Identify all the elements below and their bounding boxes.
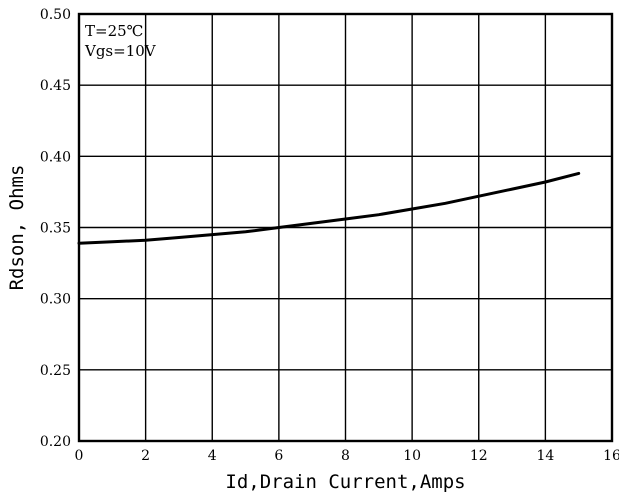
x-tick-label: 16: [603, 448, 619, 464]
x-tick-label: 6: [274, 448, 283, 464]
plot-frame: [77, 12, 614, 443]
x-tick-label: 2: [141, 448, 150, 464]
rdson-curve: [77, 171, 581, 245]
y-tick-label: 0.40: [40, 149, 71, 165]
y-tick-label: 0.45: [40, 78, 71, 94]
x-tick-labels: 0 2 4 6 8 10 12 14 16: [75, 448, 619, 464]
y-tick-label: 0.50: [40, 7, 71, 23]
y-tick-label: 0.25: [40, 363, 71, 379]
x-tick-label: 10: [403, 448, 421, 464]
y-tick-label: 0.30: [40, 292, 71, 308]
series: [77, 171, 581, 245]
x-axis-title: Id,Drain Current,Amps: [225, 471, 465, 493]
x-tick-label: 8: [341, 448, 350, 464]
x-tick-label: 12: [470, 448, 488, 464]
x-tick-label: 0: [75, 448, 84, 464]
y-tick-label: 0.20: [40, 434, 71, 450]
x-tick-label: 14: [536, 448, 554, 464]
y-tick-labels: 0.20 0.25 0.30 0.35 0.40 0.45 0.50: [40, 7, 71, 450]
x-tick-label: 4: [208, 448, 217, 464]
annotation-temperature: T=25℃: [85, 22, 143, 40]
grid: [79, 14, 612, 441]
y-tick-label: 0.35: [40, 221, 71, 237]
y-axis-title: Rdson, Ohms: [6, 165, 28, 291]
annotation-vgs: Vgs=10V: [84, 42, 157, 60]
